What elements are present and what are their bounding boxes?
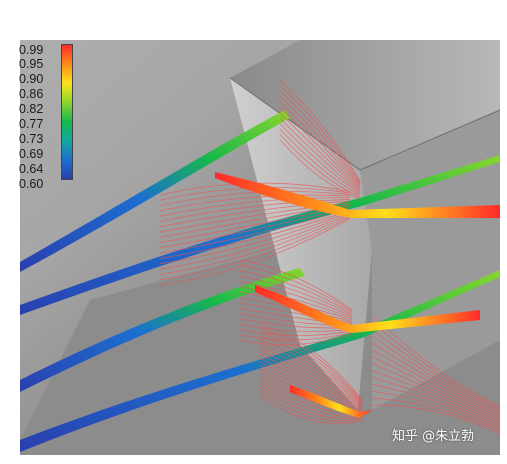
streamline [259, 390, 363, 422]
streamline [259, 361, 363, 411]
streamline [259, 350, 363, 408]
colorbar-label-2: 0.90 [19, 72, 44, 86]
streamline [371, 321, 501, 409]
watermark: 知乎 @朱立勃 [392, 429, 475, 444]
streamline [159, 194, 351, 212]
streamline [239, 264, 353, 312]
streamline [371, 342, 501, 416]
streamline [371, 370, 501, 424]
colorbar-label-9: 0.60 [19, 177, 44, 191]
colorbar-label-0: 0.99 [19, 43, 44, 57]
streamline [259, 394, 363, 424]
streamline [259, 357, 363, 410]
streamline [259, 328, 363, 401]
streamline [239, 328, 353, 336]
colorbar-gradient [61, 44, 73, 180]
streamline [159, 191, 351, 206]
streamline [159, 218, 351, 286]
flame-jet-2 [255, 285, 480, 333]
streamline [371, 397, 501, 432]
streamline [259, 339, 363, 405]
streamline [159, 197, 351, 217]
streamline [371, 390, 501, 430]
streamline [371, 376, 501, 426]
streamline [239, 259, 353, 311]
shear-band-1 [20, 110, 290, 272]
step-edge [229, 77, 501, 171]
streamline [159, 210, 351, 259]
streamline [159, 214, 351, 275]
streamline [259, 383, 363, 418]
streamline [279, 128, 361, 197]
hull-upper-face [20, 40, 300, 250]
streamline [159, 213, 351, 270]
streamline [371, 363, 501, 422]
streamline [159, 199, 351, 222]
streamline [259, 346, 363, 407]
streamline [259, 343, 363, 406]
shear-band-3 [20, 268, 305, 392]
streamline [239, 270, 353, 314]
streamline [279, 117, 361, 193]
streamline [259, 335, 363, 404]
streamline [239, 280, 353, 317]
streamline [259, 331, 363, 402]
streamline [279, 106, 361, 190]
streamline [279, 101, 361, 188]
streamline [159, 211, 351, 265]
streamline [371, 328, 501, 412]
shear-band-2 [20, 155, 500, 315]
streamline [159, 216, 351, 281]
streamline [259, 365, 363, 413]
colorbar-label-4: 0.82 [19, 102, 44, 116]
streamline [279, 79, 361, 182]
shear-band-4 [20, 270, 500, 452]
colorbar-label-6: 0.73 [19, 132, 44, 146]
streamline [371, 335, 501, 414]
streamline [259, 387, 363, 420]
streamline [371, 383, 501, 428]
colorbar-label-7: 0.69 [19, 147, 44, 161]
streamline [239, 286, 353, 319]
streamline [279, 134, 361, 198]
colorbar-label-5: 0.77 [19, 117, 44, 131]
streamline [239, 275, 353, 316]
streamline [279, 85, 361, 183]
streamline [279, 139, 361, 200]
step-top [230, 40, 500, 170]
streamline [279, 123, 361, 195]
streamline [371, 349, 501, 418]
streamline [239, 323, 353, 332]
flame-jet-1 [215, 172, 500, 218]
streamline [371, 404, 501, 434]
colorbar-label-3: 0.86 [19, 87, 44, 101]
streamline [259, 354, 363, 409]
streamline [279, 96, 361, 187]
flame-jet-3 [290, 385, 372, 418]
streamline [159, 208, 351, 254]
streamline [259, 324, 363, 400]
streamline [279, 90, 361, 185]
streamline [239, 333, 353, 346]
streamline [279, 112, 361, 192]
colorbar-label-1: 0.95 [19, 57, 44, 71]
step-side [360, 110, 500, 410]
colorbar-label-8: 0.64 [19, 162, 44, 176]
streamline [371, 356, 501, 420]
